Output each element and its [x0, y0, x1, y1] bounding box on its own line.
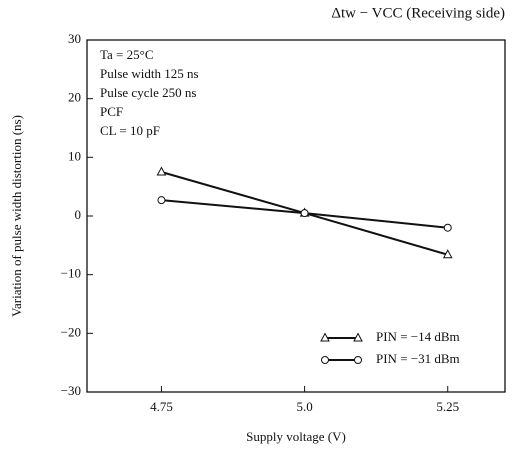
- y-tick-label: 30: [68, 31, 81, 46]
- annotation: CL = 10 pF: [100, 123, 160, 138]
- legend-marker: [321, 356, 329, 364]
- annotation: Pulse cycle 250 ns: [100, 85, 196, 100]
- legend-label: PIN = −31 dBm: [376, 351, 460, 366]
- marker: [442, 249, 453, 259]
- y-tick-label: −20: [61, 324, 81, 339]
- chart-title: Δtw − VCC (Receiving side): [331, 5, 505, 21]
- marker: [300, 209, 309, 218]
- y-tick-label: 10: [68, 148, 81, 163]
- legend-marker: [354, 356, 362, 364]
- annotation: PCF: [100, 104, 123, 119]
- x-tick-label: 5.25: [436, 399, 459, 414]
- y-tick-label: −10: [61, 266, 81, 281]
- marker: [443, 223, 452, 232]
- x-tick-label: 4.75: [150, 399, 173, 414]
- marker: [156, 166, 167, 176]
- annotation: Pulse width 125 ns: [100, 66, 199, 81]
- y-tick-label: 20: [68, 90, 81, 105]
- annotation: Ta = 25°C: [100, 47, 154, 62]
- y-tick-label: −30: [61, 383, 81, 398]
- legend-label: PIN = −14 dBm: [376, 329, 460, 344]
- x-tick-label: 5.0: [296, 399, 312, 414]
- legend-marker: [353, 332, 363, 342]
- y-axis-label: Variation of pulse width distortion (ns): [9, 115, 24, 317]
- legend-marker: [320, 332, 330, 342]
- marker: [157, 196, 166, 205]
- y-tick-label: 0: [75, 207, 82, 222]
- x-axis-label: Supply voltage (V): [246, 429, 346, 444]
